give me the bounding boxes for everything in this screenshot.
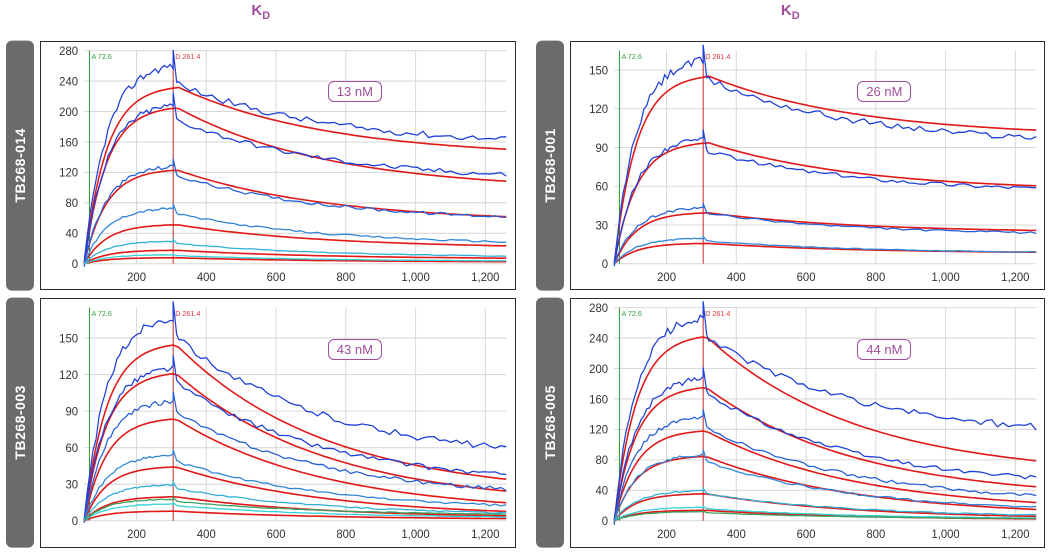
svg-text:60: 60 [595,181,608,193]
svg-text:60: 60 [65,443,78,455]
fit-curve [614,76,1036,264]
fit-curve [614,243,1036,263]
svg-text:200: 200 [657,272,676,284]
svg-text:160: 160 [589,394,608,406]
kd-badge: 44 nM [857,339,911,360]
svg-text:200: 200 [127,272,146,284]
side-label: TB268-014 [6,41,34,291]
svg-text:D 261.4: D 261.4 [705,52,730,61]
svg-text:40: 40 [65,228,78,240]
svg-text:200: 200 [127,529,146,541]
panel-TB268-001: TB268-001 0 30 60 90 120 150 200 400 600 800 1,000 1… [536,41,1046,291]
data-curve [614,203,1036,263]
svg-text:120: 120 [59,167,78,179]
svg-text:1,200: 1,200 [471,529,499,541]
plot-area: 0 30 60 90 120 150 200 400 600 800 1,000 1,200 A 72.… [40,298,516,548]
svg-text:A 72.6: A 72.6 [621,309,641,318]
svg-text:280: 280 [589,303,608,315]
svg-text:200: 200 [657,529,676,541]
svg-text:120: 120 [589,104,608,116]
svg-text:A 72.6: A 72.6 [621,52,641,61]
svg-text:40: 40 [595,486,608,498]
svg-text:1,200: 1,200 [471,272,499,284]
svg-text:800: 800 [336,272,355,284]
svg-text:80: 80 [65,198,78,210]
plot-area: 0 40 80 120 160 200 240 280 200 400 600 800 1,000 1,2… [40,41,516,291]
svg-text:200: 200 [59,106,78,118]
svg-text:0: 0 [601,259,607,271]
svg-text:800: 800 [336,529,355,541]
svg-text:800: 800 [866,272,885,284]
fit-curve [614,143,1036,264]
svg-text:200: 200 [589,364,608,376]
kd-badge: 13 nM [328,81,382,102]
svg-text:1,000: 1,000 [401,272,429,284]
svg-text:90: 90 [65,407,78,419]
kd-badge: 26 nM [857,81,911,102]
svg-text:240: 240 [589,334,608,346]
svg-text:1,000: 1,000 [931,272,959,284]
side-label: TB268-003 [6,298,34,548]
panel-TB268-014: TB268-014 0 40 80 120 160 200 240 280 200 400 600 80… [6,41,516,291]
svg-text:150: 150 [589,65,608,77]
side-label: TB268-005 [536,298,564,548]
svg-text:400: 400 [197,272,216,284]
svg-text:1,000: 1,000 [401,529,429,541]
kd-header-right: KD [536,0,1046,33]
fit-curve [614,337,1036,521]
svg-text:120: 120 [59,370,78,382]
data-curve [614,129,1036,266]
svg-text:1,200: 1,200 [1001,272,1029,284]
fit-curve [84,170,506,263]
svg-text:120: 120 [589,425,608,437]
svg-text:280: 280 [59,46,78,58]
kd-header-left: KD [6,0,516,33]
plot-area: 0 30 60 90 120 150 200 400 600 800 1,000 1,200 A 72.… [570,41,1046,291]
svg-text:400: 400 [197,529,216,541]
panel-TB268-005: TB268-005 0 40 80 120 160 200 240 280 200 400 600 80… [536,298,1046,548]
svg-text:A 72.6: A 72.6 [92,52,112,61]
svg-text:150: 150 [59,334,78,346]
svg-text:600: 600 [267,529,286,541]
svg-text:600: 600 [796,529,815,541]
side-label: TB268-001 [536,41,564,291]
svg-text:400: 400 [726,529,745,541]
fit-curve [614,213,1036,264]
svg-text:240: 240 [59,76,78,88]
panel-TB268-003: TB268-003 0 30 60 90 120 150 200 400 600 800 1,000 1… [6,298,516,548]
data-curve [614,236,1036,264]
svg-text:1,000: 1,000 [931,529,959,541]
data-curve [614,511,1036,521]
svg-text:D 261.4: D 261.4 [175,52,200,61]
svg-text:0: 0 [72,516,78,528]
svg-text:800: 800 [866,529,885,541]
svg-text:600: 600 [267,272,286,284]
chart-grid: KD KD TB268-014 0 40 80 120 160 200 240 280 200 40… [0,0,1051,554]
data-curve [614,45,1036,263]
svg-text:1,200: 1,200 [1001,529,1029,541]
svg-text:A 72.6: A 72.6 [92,309,112,318]
kd-badge: 43 nM [328,339,382,360]
svg-text:30: 30 [65,480,78,492]
svg-text:0: 0 [72,259,78,271]
svg-text:400: 400 [726,272,745,284]
svg-text:D 261.4: D 261.4 [705,309,730,318]
svg-text:D 261.4: D 261.4 [175,309,200,318]
fit-curve [614,388,1036,521]
svg-text:30: 30 [595,220,608,232]
svg-text:80: 80 [595,455,608,467]
plot-area: 0 40 80 120 160 200 240 280 200 400 600 800 1,000 1,2… [570,298,1046,548]
svg-text:90: 90 [595,142,608,154]
svg-text:600: 600 [796,272,815,284]
svg-text:0: 0 [601,516,607,528]
svg-text:160: 160 [59,137,78,149]
